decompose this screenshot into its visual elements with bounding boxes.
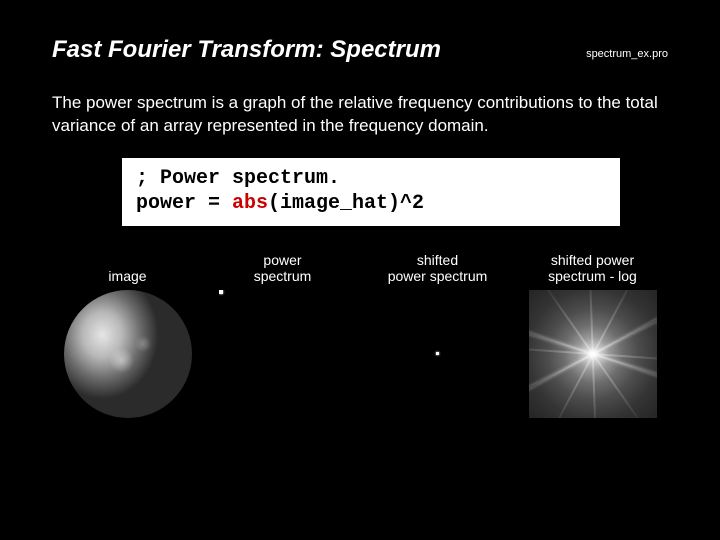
- code-fn-name: abs: [232, 192, 268, 215]
- header-row: Fast Fourier Transform: Spectrum spectru…: [52, 36, 668, 64]
- panel-label: image: [108, 246, 146, 284]
- panel-power-spectrum: powerspectrum: [211, 246, 354, 418]
- ray-icon: [589, 290, 597, 418]
- thumb-shifted-power-spectrum: [374, 290, 502, 418]
- slide: Fast Fourier Transform: Spectrum spectru…: [0, 0, 720, 438]
- code-line-comment: ; Power spectrum.: [136, 167, 340, 190]
- panel-label: powerspectrum: [254, 246, 312, 284]
- code-assign-suffix: (image_hat)^2: [268, 192, 424, 215]
- code-assign-prefix: power =: [136, 192, 232, 215]
- ray-icon: [540, 290, 644, 418]
- panel-image: image: [56, 246, 199, 418]
- body-paragraph: The power spectrum is a graph of the rel…: [52, 92, 668, 138]
- panel-shifted-log: shifted powerspectrum - log: [521, 246, 664, 418]
- panel-label: shifted powerspectrum - log: [548, 246, 637, 284]
- code-block: ; Power spectrum. power = abs(image_hat)…: [122, 158, 620, 226]
- source-filename: spectrum_ex.pro: [586, 48, 668, 60]
- panel-label: shiftedpower spectrum: [388, 246, 488, 284]
- thumb-power-spectrum: [219, 290, 347, 418]
- code-line-assign: power = abs(image_hat)^2: [136, 192, 424, 215]
- slide-title: Fast Fourier Transform: Spectrum: [52, 36, 441, 64]
- thumbnail-row: image powerspectrum shiftedpower spectru…: [52, 246, 668, 418]
- thumb-shifted-log-power-spectrum: [529, 290, 657, 418]
- thumb-original-image: [64, 290, 192, 418]
- panel-shifted-power-spectrum: shiftedpower spectrum: [366, 246, 509, 418]
